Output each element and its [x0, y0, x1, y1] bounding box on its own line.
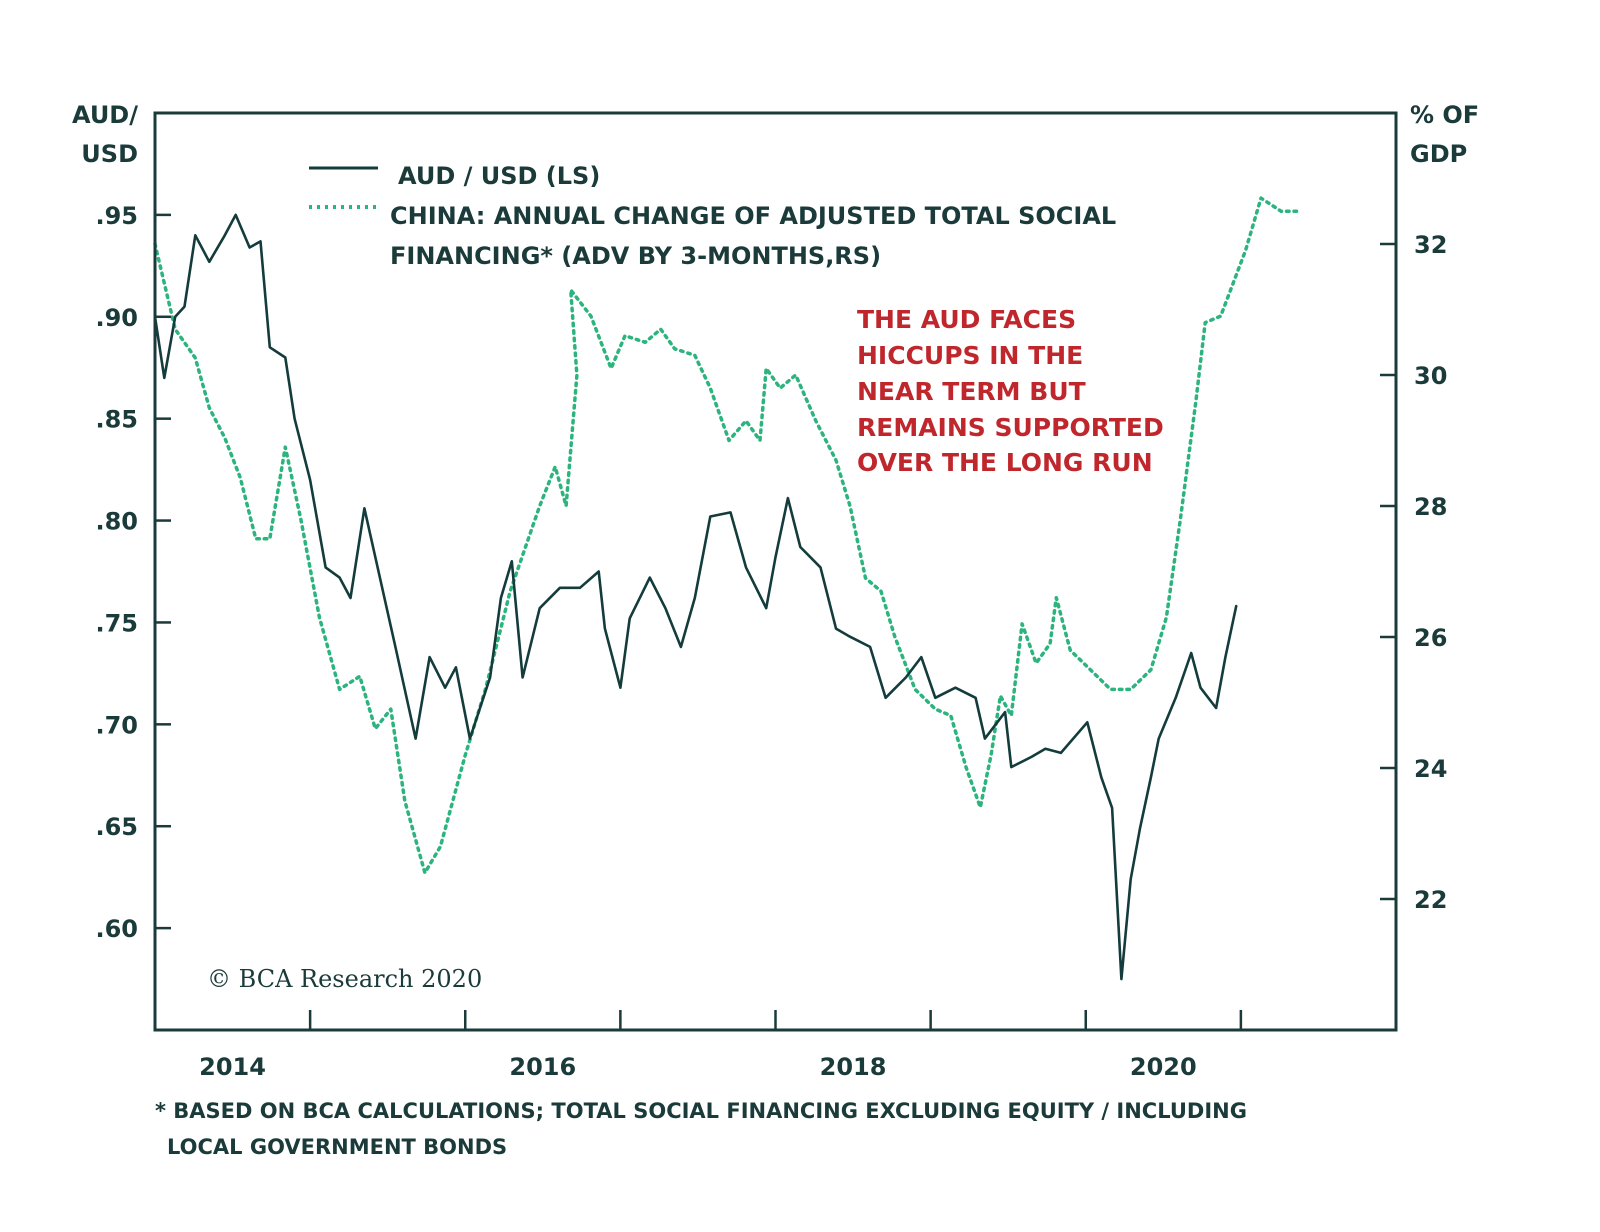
x-axis-tick-label: 2018 [820, 1053, 887, 1081]
left-axis-tick-label: .85 [95, 406, 138, 434]
left-axis-title-line2: USD [81, 140, 138, 168]
x-axis-tick-label: 2020 [1130, 1053, 1197, 1081]
left-axis-tick-label: .90 [95, 304, 138, 332]
plot-marks [153, 196, 1301, 981]
left-axis-tick-label: .95 [95, 202, 138, 230]
x-axis-tick-label: 2016 [509, 1053, 576, 1081]
annotation-line: OVER THE LONG RUN [857, 448, 1153, 477]
china-tsf-series-line [153, 196, 1301, 875]
right-axis-title-line1: % OF [1410, 101, 1479, 129]
left-axis-tick-label: .75 [95, 609, 138, 637]
annotation-line: NEAR TERM BUT [857, 377, 1086, 406]
right-axis-title-line2: GDP [1410, 140, 1467, 168]
axis-ticks: .95 .90 .85 .80 .75 .70 .65 .60 32 30 28 26 24 22 2014… [95, 202, 1447, 1081]
left-axis-tick-label: .60 [95, 915, 138, 943]
x-axis-tick-label: 2014 [199, 1053, 266, 1081]
annotation: THE AUD FACES HICCUPS IN THE NEAR TERM B… [857, 305, 1164, 477]
legend-china-label-line2: FINANCING* (ADV BY 3-MONTHS,RS) [390, 242, 881, 270]
copyright: © BCA Research 2020 [207, 965, 482, 993]
right-axis-tick-label: 24 [1414, 755, 1447, 783]
left-axis-tick-label: .80 [95, 508, 138, 536]
right-axis-tick-label: 32 [1414, 231, 1447, 259]
aud-usd-series-line [153, 213, 1238, 981]
footnote-line1: * BASED ON BCA CALCULATIONS; TOTAL SOCIA… [155, 1099, 1247, 1123]
annotation-line: REMAINS SUPPORTED [857, 413, 1164, 442]
right-axis-tick-label: 30 [1414, 362, 1447, 390]
left-axis-tick-label: .65 [95, 813, 138, 841]
right-axis-tick-label: 28 [1414, 493, 1447, 521]
legend-china-label-line1: CHINA: ANNUAL CHANGE OF ADJUSTED TOTAL S… [390, 202, 1116, 230]
left-axis-title-line1: AUD/ [72, 101, 138, 129]
legend-aud-label: AUD / USD (LS) [398, 162, 600, 190]
annotation-line: HICCUPS IN THE [857, 341, 1083, 370]
right-axis-tick-label: 22 [1414, 886, 1447, 914]
annotation-line: THE AUD FACES [857, 305, 1076, 334]
left-axis-tick-label: .70 [95, 711, 138, 739]
right-axis-tick-label: 26 [1414, 624, 1447, 652]
footnote-line2: LOCAL GOVERNMENT BONDS [167, 1135, 507, 1159]
